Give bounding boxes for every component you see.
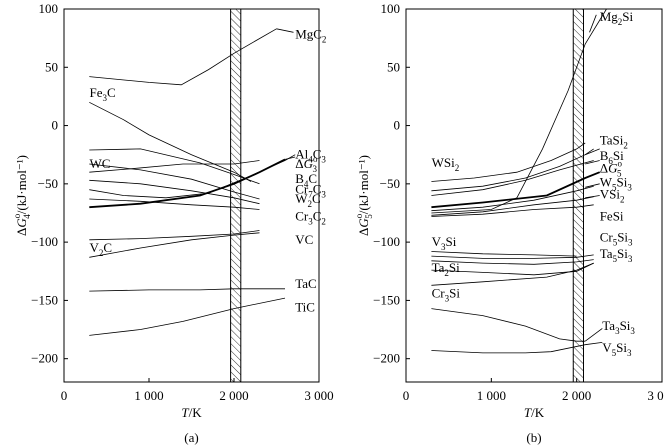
curve-label: V3Si [432, 234, 457, 252]
curve-label: WSi2 [432, 155, 460, 173]
y-tick-label: 50 [45, 59, 58, 74]
leader-line-VSi2 [585, 195, 600, 199]
panel-caption: (b) [526, 430, 541, 445]
x-tick-label: 0 [403, 388, 410, 403]
curve-label: W2C [295, 191, 320, 209]
y-tick-label: 0 [52, 118, 59, 133]
x-tick-label: 2 000 [219, 388, 248, 403]
y-axis-label: ΔGo5/(kJ·mol⁻¹) [354, 155, 374, 236]
y-tick-label: 100 [39, 1, 59, 16]
curve-label: V2C [90, 240, 113, 258]
curve-label: MgC2 [295, 27, 326, 45]
plot-frame [405, 8, 663, 383]
curve-label: Mg2Si [600, 9, 634, 27]
curve-label: Cr5Si3 [600, 229, 633, 247]
hatched-band [572, 8, 584, 383]
curve-label: W5Si3 [600, 175, 633, 193]
y-tick-label: −50 [38, 176, 58, 191]
x-tick-label: 0 [61, 388, 68, 403]
y-tick-label: 0 [394, 118, 401, 133]
series-line-WSi2 [431, 142, 586, 182]
series-line-Cr3Si [431, 262, 594, 286]
x-tick-label: 1 000 [477, 388, 506, 403]
curve-label: Cr3Si [432, 285, 461, 303]
y-tick-label: 50 [387, 59, 400, 74]
leader-line-W5Si3 [585, 183, 600, 188]
curve-label: TaC [295, 276, 316, 291]
y-tick-label: −150 [31, 292, 58, 307]
curve-label: Fe3C [90, 85, 116, 103]
leader-line-Ta3Si3 [584, 328, 603, 342]
x-tick-label: 3 000 [304, 388, 333, 403]
series-line-Cr5Si3 [431, 254, 594, 259]
series-line-TiC [89, 297, 286, 336]
curve-label: Cr3C2 [295, 208, 326, 226]
series-line-Ta5Si3 [431, 259, 594, 265]
series-line-TaC [89, 288, 285, 292]
series-line-VC [89, 230, 260, 241]
panel-caption: (a) [184, 430, 198, 445]
series-line-W5Si3 [431, 185, 594, 212]
series-line-Ta2Si [431, 262, 594, 276]
panel-a: 0 1 000 2 000 3 000 −200 −150 −100 −50 0 50 100 T/K… [12, 1, 334, 445]
series-line-W2C [89, 163, 260, 200]
leader-line-MgC2 [276, 28, 294, 33]
series-line-Al4C3 [89, 160, 286, 199]
curve-label: VSi2 [600, 186, 625, 204]
plot-frame [63, 8, 320, 383]
x-tick-label: 3 000 [647, 388, 664, 403]
y-tick-label: 100 [381, 1, 401, 16]
series-line-V3Si [431, 251, 577, 257]
y-tick-label: −100 [31, 234, 58, 249]
leader-line-Mg2Si [589, 14, 597, 33]
y-tick-label: −200 [31, 351, 58, 366]
series-line-VSi2 [431, 196, 594, 216]
series-line-Ta3Si3 [431, 308, 586, 342]
y-tick-label: −100 [373, 234, 400, 249]
x-axis-label: T/K [524, 405, 545, 420]
curve-label: V5Si3 [602, 340, 632, 358]
series-line-Fe3C [89, 101, 252, 182]
curve-label: TiC [295, 299, 315, 314]
series-line-MgC2 [89, 28, 277, 86]
series-line-ΔG°3 [89, 158, 286, 209]
series-line-B4C [89, 148, 260, 185]
hatched-band [230, 8, 242, 383]
curve-label: Cr7C3 [295, 182, 326, 200]
curve-label: B4C [295, 171, 317, 189]
curve-label: ΔGo 3 [295, 154, 318, 174]
series-line-FeSi [431, 204, 594, 217]
series-line-B6Si [431, 160, 594, 196]
series-line-Cr7C3 [89, 179, 260, 205]
curve-label: B6Si [600, 148, 624, 166]
y-tick-label: −200 [373, 351, 400, 366]
series-line-Mg2Si [431, 8, 607, 214]
series-line-WC [89, 160, 260, 173]
curve-label: Ta3Si3 [602, 318, 635, 336]
leader-line-TaSi2 [585, 148, 600, 156]
series-line-V5Si3 [431, 342, 603, 354]
curve-label: VC [295, 232, 313, 247]
leader-line-Al4C3 [284, 154, 296, 161]
y-tick-label: −150 [373, 292, 400, 307]
leader-line-ΔG°3 [284, 156, 296, 160]
y-axis-label: ΔGo4/(kJ·mol⁻¹) [12, 155, 32, 236]
series-line-Cr3C2 [89, 198, 260, 210]
curve-label: WC [90, 156, 111, 171]
x-axis-label: T/K [181, 405, 202, 420]
curve-label: Al4C3 [295, 147, 326, 165]
series-line-V2C [89, 232, 260, 258]
panel-b: 0 1 000 2 000 3 000 −200 −150 −100 −50 0 50 100 T/K… [354, 1, 664, 445]
leader-line-B6Si [585, 160, 600, 165]
y-tick-label: −50 [380, 176, 400, 191]
curve-label: ΔGo 5 [600, 159, 623, 179]
curve-label: TaSi2 [600, 133, 628, 151]
x-tick-label: 2 000 [562, 388, 591, 403]
curve-label: Ta5Si3 [600, 246, 633, 264]
leader-line-ΔG°5 [585, 171, 600, 179]
curve-label: FeSi [600, 208, 624, 223]
x-tick-label: 1 000 [134, 388, 163, 403]
curve-label: Ta2Si [432, 260, 461, 278]
